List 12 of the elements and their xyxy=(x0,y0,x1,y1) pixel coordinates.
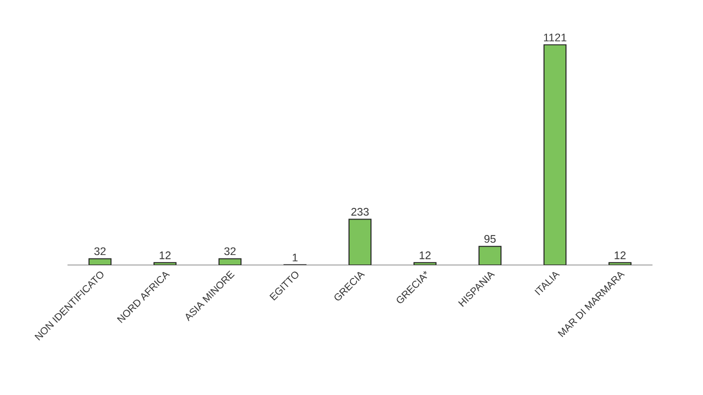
bar xyxy=(348,218,372,265)
data-label: 12 xyxy=(420,251,431,260)
data-label: 233 xyxy=(351,208,369,216)
data-label: 1121 xyxy=(544,34,566,42)
data-label: 32 xyxy=(94,247,106,256)
data-label: 95 xyxy=(484,235,496,243)
bar xyxy=(543,44,566,265)
data-label: 32 xyxy=(224,247,236,256)
data-label: 1 xyxy=(292,254,298,262)
bar xyxy=(478,246,502,265)
data-label: 12 xyxy=(160,251,171,260)
data-label: 12 xyxy=(614,251,626,260)
